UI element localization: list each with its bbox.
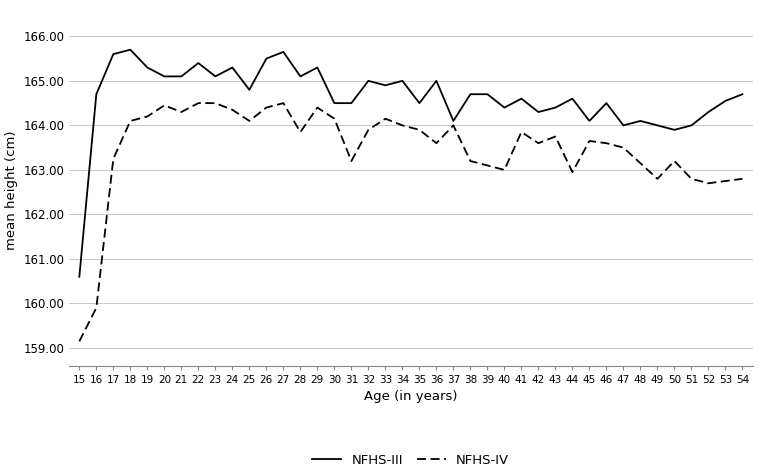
NFHS-IV — [313, 105, 322, 110]
NFHS-III — [568, 96, 577, 101]
NFHS-III — [500, 105, 509, 110]
NFHS-III — [245, 87, 254, 92]
NFHS-IV — [347, 158, 356, 164]
NFHS-IV — [228, 107, 237, 113]
NFHS-III — [653, 122, 662, 128]
NFHS-IV — [262, 105, 271, 110]
NFHS-IV — [738, 176, 747, 182]
NFHS-IV — [602, 140, 611, 146]
NFHS-III — [313, 65, 322, 70]
X-axis label: Age (in years): Age (in years) — [364, 390, 458, 403]
NFHS-IV — [500, 167, 509, 173]
NFHS-IV — [449, 122, 458, 128]
NFHS-IV — [126, 118, 135, 124]
NFHS-III — [160, 74, 169, 79]
NFHS-III — [109, 51, 118, 57]
NFHS-III — [449, 118, 458, 124]
NFHS-III — [584, 118, 594, 124]
NFHS-III — [228, 65, 237, 70]
NFHS-IV — [670, 158, 679, 164]
Line: NFHS-IV: NFHS-IV — [79, 103, 743, 341]
NFHS-III — [703, 109, 713, 115]
NFHS-IV — [245, 118, 254, 124]
NFHS-III — [296, 74, 305, 79]
NFHS-III — [126, 47, 135, 53]
NFHS-IV — [160, 103, 169, 108]
NFHS-III — [551, 105, 560, 110]
NFHS-IV — [329, 116, 339, 121]
NFHS-III — [347, 100, 356, 106]
NFHS-III — [210, 74, 220, 79]
NFHS-III — [534, 109, 543, 115]
NFHS-III — [381, 83, 390, 88]
NFHS-IV — [91, 305, 101, 311]
Y-axis label: mean height (cm): mean height (cm) — [5, 130, 18, 250]
NFHS-IV — [653, 176, 662, 182]
NFHS-IV — [109, 156, 118, 162]
NFHS-III — [415, 100, 424, 106]
NFHS-III — [465, 91, 475, 97]
NFHS-IV — [432, 140, 441, 146]
NFHS-III — [143, 65, 152, 70]
NFHS-IV — [703, 181, 713, 186]
NFHS-IV — [687, 176, 696, 182]
NFHS-III — [687, 122, 696, 128]
NFHS-III — [262, 56, 271, 61]
NFHS-III — [279, 49, 288, 55]
Line: NFHS-III: NFHS-III — [79, 50, 743, 277]
NFHS-III — [194, 60, 203, 66]
NFHS-III — [483, 91, 492, 97]
NFHS-III — [738, 91, 747, 97]
NFHS-IV — [210, 100, 220, 106]
NFHS-IV — [517, 129, 526, 135]
NFHS-IV — [619, 145, 628, 151]
NFHS-IV — [415, 127, 424, 133]
NFHS-IV — [143, 113, 152, 119]
NFHS-IV — [381, 116, 390, 121]
NFHS-III — [364, 78, 373, 83]
NFHS-IV — [534, 140, 543, 146]
NFHS-IV — [364, 127, 373, 133]
NFHS-III — [636, 118, 645, 124]
NFHS-III — [517, 96, 526, 101]
NFHS-IV — [194, 100, 203, 106]
NFHS-III — [432, 78, 441, 83]
NFHS-IV — [483, 163, 492, 168]
NFHS-III — [177, 74, 186, 79]
NFHS-III — [670, 127, 679, 133]
NFHS-IV — [584, 138, 594, 144]
NFHS-IV — [551, 134, 560, 139]
NFHS-III — [329, 100, 339, 106]
NFHS-IV — [296, 129, 305, 135]
NFHS-III — [721, 98, 730, 104]
NFHS-IV — [279, 100, 288, 106]
NFHS-III — [74, 274, 84, 280]
Legend: NFHS-III, NFHS-IV: NFHS-III, NFHS-IV — [307, 448, 515, 469]
NFHS-III — [398, 78, 407, 83]
NFHS-III — [619, 122, 628, 128]
NFHS-IV — [177, 109, 186, 115]
NFHS-IV — [74, 339, 84, 344]
NFHS-III — [602, 100, 611, 106]
NFHS-IV — [398, 122, 407, 128]
NFHS-IV — [721, 178, 730, 184]
NFHS-IV — [465, 158, 475, 164]
NFHS-IV — [568, 169, 577, 175]
NFHS-IV — [636, 160, 645, 166]
NFHS-III — [91, 91, 101, 97]
